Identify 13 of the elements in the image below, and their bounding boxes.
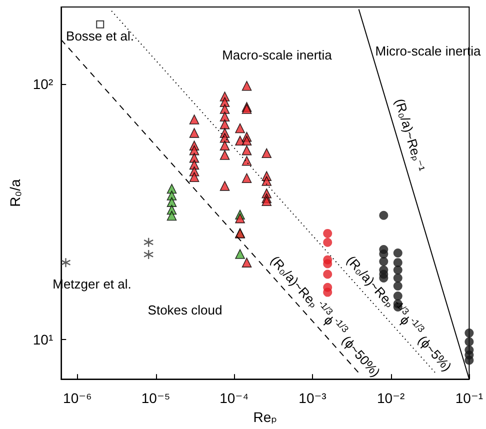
y-tick-label: 10² [32, 76, 54, 92]
annotation: Bosse et al. [66, 28, 134, 44]
x-axis-title: Reₚ [253, 409, 278, 425]
x-tick-label: 10⁻¹ [455, 390, 484, 406]
x-tick-label: 10⁻³ [298, 390, 327, 406]
x-tick-label: 10⁻² [377, 390, 405, 406]
x-tick-label: 10⁻⁵ [141, 390, 170, 406]
y-axis-title: R₀/a [7, 179, 23, 207]
annotation: Stokes cloud [148, 302, 222, 318]
x-tick-label: 10⁻⁴ [220, 390, 249, 406]
annotation: Macro-scale inertia [222, 48, 333, 62]
x-tick-label: 10⁻⁶ [63, 390, 92, 406]
y-tick-label: 10¹ [32, 332, 54, 348]
